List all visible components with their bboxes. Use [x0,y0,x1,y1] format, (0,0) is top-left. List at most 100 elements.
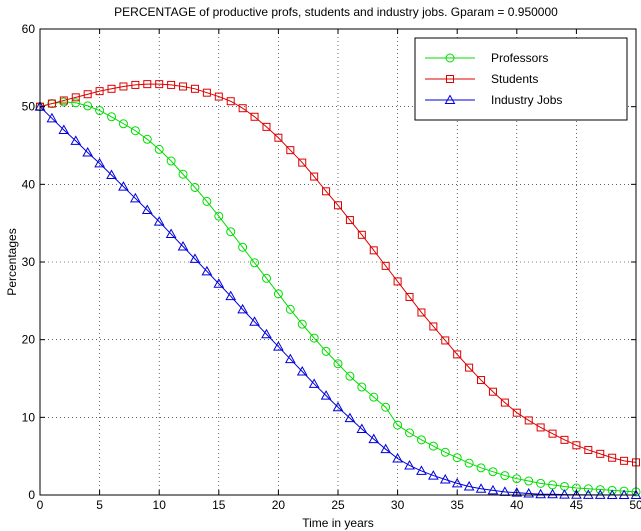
y-tick-label: 60 [22,22,36,36]
x-tick-label: 45 [570,498,584,512]
data-point-professors [321,346,331,356]
data-point-students [262,122,271,131]
data-point-students [71,93,80,102]
data-point-students [393,277,402,286]
data-point-professors [118,119,128,129]
y-tick-label: 10 [22,410,36,424]
data-point-students [465,363,474,372]
data-point-industry-jobs [261,328,272,339]
data-point-students [83,90,92,99]
data-point-professors [250,258,260,268]
data-point-students [155,80,164,89]
data-point-professors [405,428,415,438]
data-point-professors [309,333,319,343]
data-point-industry-jobs [225,290,237,301]
data-point-professors [607,485,617,495]
data-point-professors [595,485,605,495]
series-industry-jobs [34,101,641,499]
data-point-industry-jobs [141,204,153,214]
data-point-industry-jobs [475,483,487,493]
data-point-industry-jobs [404,459,415,470]
data-point-industry-jobs [523,487,535,498]
data-point-professors [369,392,379,402]
legend: Professors Students Industry Jobs [414,37,628,121]
data-point-professors [357,382,367,392]
data-point-industry-jobs [559,489,570,499]
ticks: 0 5 10 15 20 25 30 35 40 45 50 0 10 20 30 40 50 60 [22,22,641,512]
data-point-professors [476,463,486,473]
data-point-industry-jobs [308,378,320,388]
data-point-industry-jobs [118,181,129,191]
data-point-professors [238,242,248,252]
data-point-industry-jobs [332,401,344,412]
data-point-industry-jobs [392,452,403,463]
y-tick-label: 30 [22,255,36,269]
data-point-industry-jobs [237,303,248,314]
data-point-professors [583,484,593,494]
x-tick-label: 25 [331,498,345,512]
data-point-students [500,398,509,407]
legend-label-students: Students [491,72,538,86]
data-point-professors [440,447,450,457]
data-point-students [274,133,283,142]
data-point-students [572,441,581,450]
data-point-industry-jobs [582,489,594,499]
data-point-students [131,80,140,89]
data-point-industry-jobs [463,480,475,491]
data-point-industry-jobs [70,135,82,145]
data-point-professors [452,453,462,463]
x-tick-label: 5 [96,498,103,512]
data-point-students [59,96,68,105]
data-point-students [310,172,319,181]
data-point-students [202,88,211,97]
data-point-students [95,87,104,96]
chart-title: PERCENTAGE of productive profs, students… [114,5,558,19]
x-tick-label: 30 [391,498,405,512]
data-point-students [334,201,342,210]
data-point-professors [95,106,105,116]
y-axis-label: Percentages [5,228,19,295]
data-point-students [167,80,176,89]
data-point-industry-jobs [189,253,201,263]
data-point-industry-jobs [535,488,546,499]
data-point-students [250,112,259,121]
data-point-professors [261,273,271,283]
data-point-industry-jobs [571,489,582,499]
data-point-students [405,292,414,301]
data-point-industry-jobs [296,365,308,376]
data-point-professors [130,126,140,136]
data-point-industry-jobs [82,146,94,157]
data-point-professors [416,435,426,445]
data-point-students [441,336,450,345]
data-point-industry-jobs [320,390,332,400]
data-point-professors [464,458,474,468]
data-point-industry-jobs [344,412,356,423]
data-point-professors [512,474,522,484]
y-tick-label: 50 [22,100,36,114]
data-point-industry-jobs [487,484,499,495]
data-point-students [429,322,438,331]
data-point-industry-jobs [511,487,523,497]
data-point-industry-jobs [368,433,380,444]
data-point-professors [214,211,224,221]
data-point-students [560,435,569,444]
data-point-industry-jobs [46,112,58,123]
x-tick-label: 50 [629,498,641,512]
data-point-professors [524,476,534,486]
data-point-professors [178,169,188,179]
legend-marker-industry-jobs [444,94,456,104]
data-point-industry-jobs [165,228,177,239]
data-point-students [584,445,593,454]
data-point-industry-jobs [416,465,427,475]
data-point-students [214,92,223,101]
data-point-students [596,449,605,458]
data-point-professors [83,101,93,111]
data-point-industry-jobs [428,470,439,480]
data-point-industry-jobs [106,169,117,180]
x-axis-label: Time in years [302,516,374,530]
data-point-industry-jobs [273,341,284,351]
data-point-students [608,453,617,462]
data-point-industry-jobs [439,473,451,484]
data-point-students [238,104,247,113]
data-point-students [369,246,378,255]
